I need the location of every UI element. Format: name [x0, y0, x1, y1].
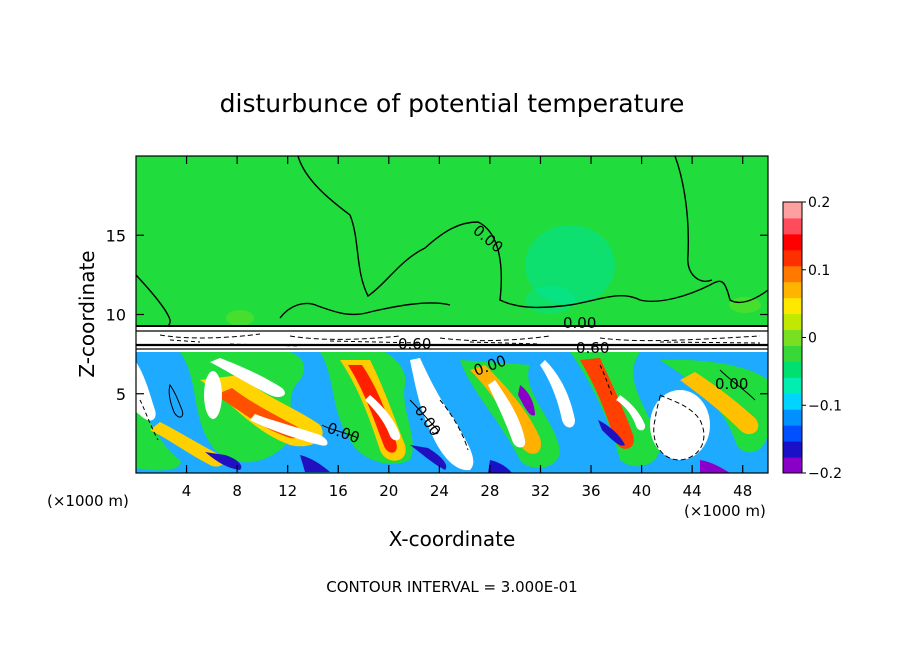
x-tick-label: 40 — [632, 482, 651, 500]
x-tick-label: 8 — [232, 482, 242, 500]
band-lines — [136, 325, 768, 350]
contour-label: 0.00 — [715, 375, 748, 393]
x-tick-label: 32 — [531, 482, 550, 500]
upper-contours — [136, 156, 768, 327]
colorbar-swatch — [783, 345, 802, 362]
colorbar-swatch — [783, 441, 802, 458]
x-tick-label: 4 — [182, 482, 192, 500]
x-tick-label: 48 — [733, 482, 752, 500]
x-unit-label-right: (×1000 m) — [684, 502, 766, 520]
x-tick-label: 24 — [430, 482, 449, 500]
x-tick-label: 12 — [278, 482, 297, 500]
x-tick-label: 20 — [379, 482, 398, 500]
cold-cores — [205, 385, 730, 473]
cool-patch-2 — [525, 286, 575, 314]
y-axis-label: Z-coordinate — [75, 250, 99, 377]
colorbar-ticks: 0.2 0.1 0 −0.1 −0.2 — [802, 195, 842, 482]
contour-label: 0.60 — [576, 339, 609, 357]
colorbar-swatch — [783, 233, 802, 251]
x-tick-label: 28 — [480, 482, 499, 500]
x-unit-label-left: (×1000 m) — [47, 492, 129, 510]
colorbar-tick-label: 0.2 — [808, 195, 830, 211]
colorbar-swatch — [783, 202, 802, 219]
warm-patch-2 — [729, 297, 761, 313]
colorbar-swatch — [783, 409, 802, 426]
colorbar-swatch — [783, 329, 802, 346]
colorbar-swatch — [783, 425, 802, 442]
colorbar-swatch — [783, 281, 802, 299]
lower-contours — [139, 364, 756, 461]
contour-interval-note: CONTOUR INTERVAL = 3.000E-01 — [326, 578, 577, 596]
colorbar-swatch — [783, 249, 802, 267]
colorbar-swatch — [783, 377, 802, 394]
colorbar-swatch — [783, 217, 802, 235]
plot-area: 0.00 0.00 0.00 0.00 0.00 0.00 0.60 0.60 — [136, 156, 768, 473]
colorbar-swatch — [783, 313, 802, 331]
y-tick-label: 15 — [106, 226, 126, 245]
colorbar-tick-label: −0.1 — [808, 398, 842, 414]
colorbar-tick-label: −0.2 — [808, 466, 842, 482]
x-tick-label: 44 — [683, 482, 702, 500]
x-tick-label: 16 — [329, 482, 348, 500]
x-axis-label: X-coordinate — [389, 527, 516, 551]
colorbar — [782, 201, 803, 474]
warm-cores — [136, 358, 710, 471]
x-axis: 4 8 12 16 20 24 28 32 36 40 44 48 — [182, 156, 752, 500]
x-tick-label: 36 — [581, 482, 600, 500]
chart-title: disturbunce of potential temperature — [220, 89, 685, 118]
colorbar-swatch — [783, 265, 802, 283]
y-axis: 5 10 15 — [106, 226, 768, 404]
colorbar-swatch — [783, 297, 802, 315]
contour-label: 0.00 — [563, 314, 596, 332]
cool-patch — [525, 225, 615, 305]
y-tick-label: 10 — [106, 306, 126, 325]
y-tick-label: 5 — [116, 385, 126, 404]
warm-patch — [226, 310, 254, 326]
colorbar-tick-label: 0.1 — [808, 263, 830, 279]
colorbar-swatch — [783, 361, 802, 378]
colorbar-tick-label: 0 — [808, 331, 817, 347]
colorbar-swatch — [783, 457, 802, 474]
colorbar-swatch — [783, 393, 802, 410]
lower-field — [136, 352, 768, 473]
contour-label: 0.60 — [398, 335, 431, 353]
